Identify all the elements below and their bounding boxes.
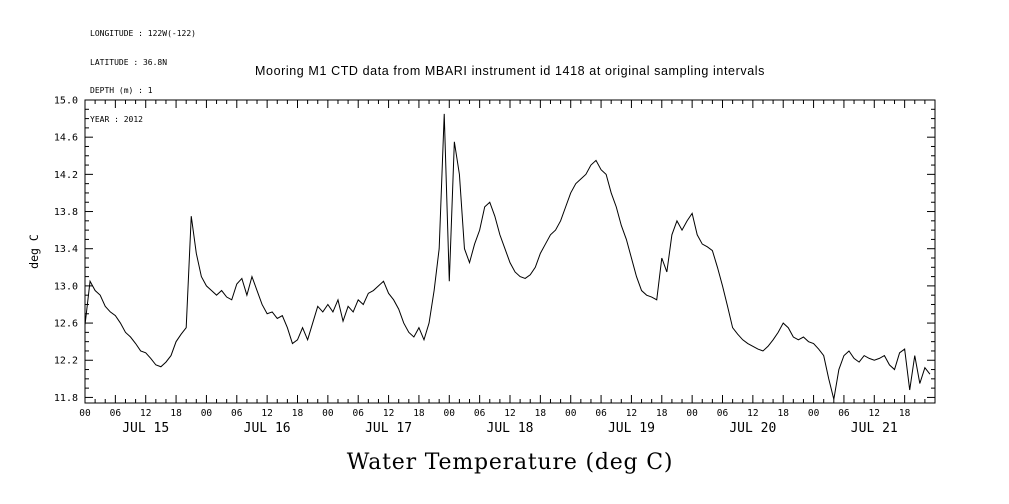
x-hour-label: 00: [79, 408, 91, 419]
x-hour-label: 12: [383, 408, 394, 419]
meta-longitude: LONGITUDE : 122W(-122): [90, 29, 196, 38]
chart-footer-label: Water Temperature (deg C): [346, 450, 674, 475]
x-hour-label: 06: [595, 408, 607, 419]
y-tick-label: 13.4: [54, 244, 78, 255]
x-hour-label: 00: [444, 408, 456, 419]
x-hour-label: 06: [352, 408, 364, 419]
x-hour-label: 06: [838, 408, 850, 419]
x-hour-label: 00: [686, 408, 698, 419]
x-day-label: JUL 19: [608, 421, 655, 436]
x-hour-label: 18: [899, 408, 911, 419]
x-day-label: JUL 20: [729, 421, 776, 436]
y-tick-label: 15.0: [54, 96, 78, 107]
x-hour-label: 18: [535, 408, 547, 419]
x-day-label: JUL 15: [122, 421, 169, 436]
x-hour-label: 12: [747, 408, 758, 419]
x-day-label: JUL 17: [365, 421, 412, 436]
meta-latitude: LATITUDE : 36.8N: [90, 57, 168, 67]
x-hour-label: 06: [717, 408, 729, 419]
x-day-label: JUL 18: [487, 421, 534, 436]
meta-year: YEAR : 2012: [90, 114, 143, 124]
x-day-label: JUL 21: [851, 421, 898, 436]
x-hour-label: 06: [474, 408, 486, 419]
x-hour-label: 12: [140, 408, 151, 419]
x-hour-label: 00: [201, 408, 213, 419]
x-hour-label: 12: [869, 408, 880, 419]
x-hour-label: 06: [110, 408, 122, 419]
y-tick-label: 11.8: [54, 393, 78, 404]
y-tick-label: 13.0: [54, 281, 78, 292]
y-axis-label: deg C: [27, 234, 41, 269]
y-tick-label: 13.8: [54, 207, 78, 218]
x-hour-label: 18: [656, 408, 668, 419]
meta-depth: DEPTH (m) : 1: [90, 86, 153, 95]
x-hour-label: 12: [626, 408, 637, 419]
chart-title: Mooring M1 CTD data from MBARI instrumen…: [255, 64, 765, 78]
x-hour-label: 00: [565, 408, 577, 419]
plot-frame: [84, 99, 936, 404]
y-tick-label: 12.6: [54, 319, 78, 330]
y-tick-label: 14.2: [54, 170, 78, 181]
station-metadata: LONGITUDE : 122W(-122) LATITUDE : 36.8N …: [90, 10, 196, 134]
x-hour-label: 18: [777, 408, 789, 419]
x-hour-label: 18: [413, 408, 425, 419]
x-hour-label: 00: [808, 408, 820, 419]
x-hour-label: 18: [170, 408, 182, 419]
y-tick-label: 14.6: [54, 133, 78, 144]
x-hour-label: 06: [231, 408, 243, 419]
x-hour-label: 12: [504, 408, 515, 419]
y-tick-label: 12.2: [54, 356, 78, 367]
x-hour-label: 12: [261, 408, 272, 419]
x-hour-label: 18: [292, 408, 304, 419]
x-day-label: JUL 16: [244, 421, 291, 436]
x-hour-label: 00: [322, 408, 334, 419]
temperature-series-line: [84, 113, 931, 400]
